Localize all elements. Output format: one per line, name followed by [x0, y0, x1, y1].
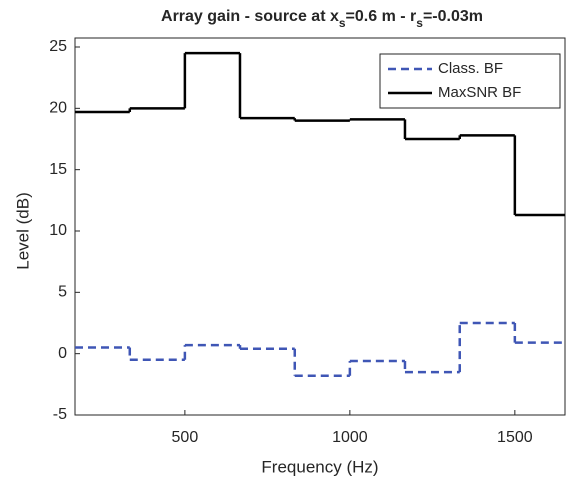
title-part: s	[416, 16, 423, 30]
title-part: =-0.03m	[423, 8, 483, 25]
y-tick-label: 20	[49, 100, 67, 117]
y-tick-label: 15	[49, 161, 67, 178]
series	[75, 51, 565, 217]
x-tick-label: 500	[172, 429, 199, 446]
y-axis-label: Level (dB)	[13, 192, 32, 269]
series	[75, 321, 565, 377]
y-tick-label: 0	[58, 345, 67, 362]
title-part: s	[339, 16, 346, 30]
title-part: Array gain - source at x	[161, 8, 339, 25]
legend-label: Class. BF	[438, 60, 503, 77]
y-tick-label: 10	[49, 222, 67, 239]
legend-label: MaxSNR BF	[438, 84, 521, 101]
y-tick-label: 5	[58, 284, 67, 301]
x-tick-label: 1000	[332, 429, 368, 446]
y-tick-label: 25	[49, 38, 67, 55]
plot-frame	[74, 37, 566, 416]
legend-box	[379, 53, 561, 109]
x-axis-label: Frequency (Hz)	[261, 457, 378, 476]
title-part: =0.6 m - r	[346, 8, 417, 25]
x-tick-label: 1500	[497, 429, 533, 446]
y-tick-label: -5	[53, 406, 67, 423]
chart-title: Array gain - source at xs=0.6 m - rs=-0.…	[161, 8, 483, 30]
